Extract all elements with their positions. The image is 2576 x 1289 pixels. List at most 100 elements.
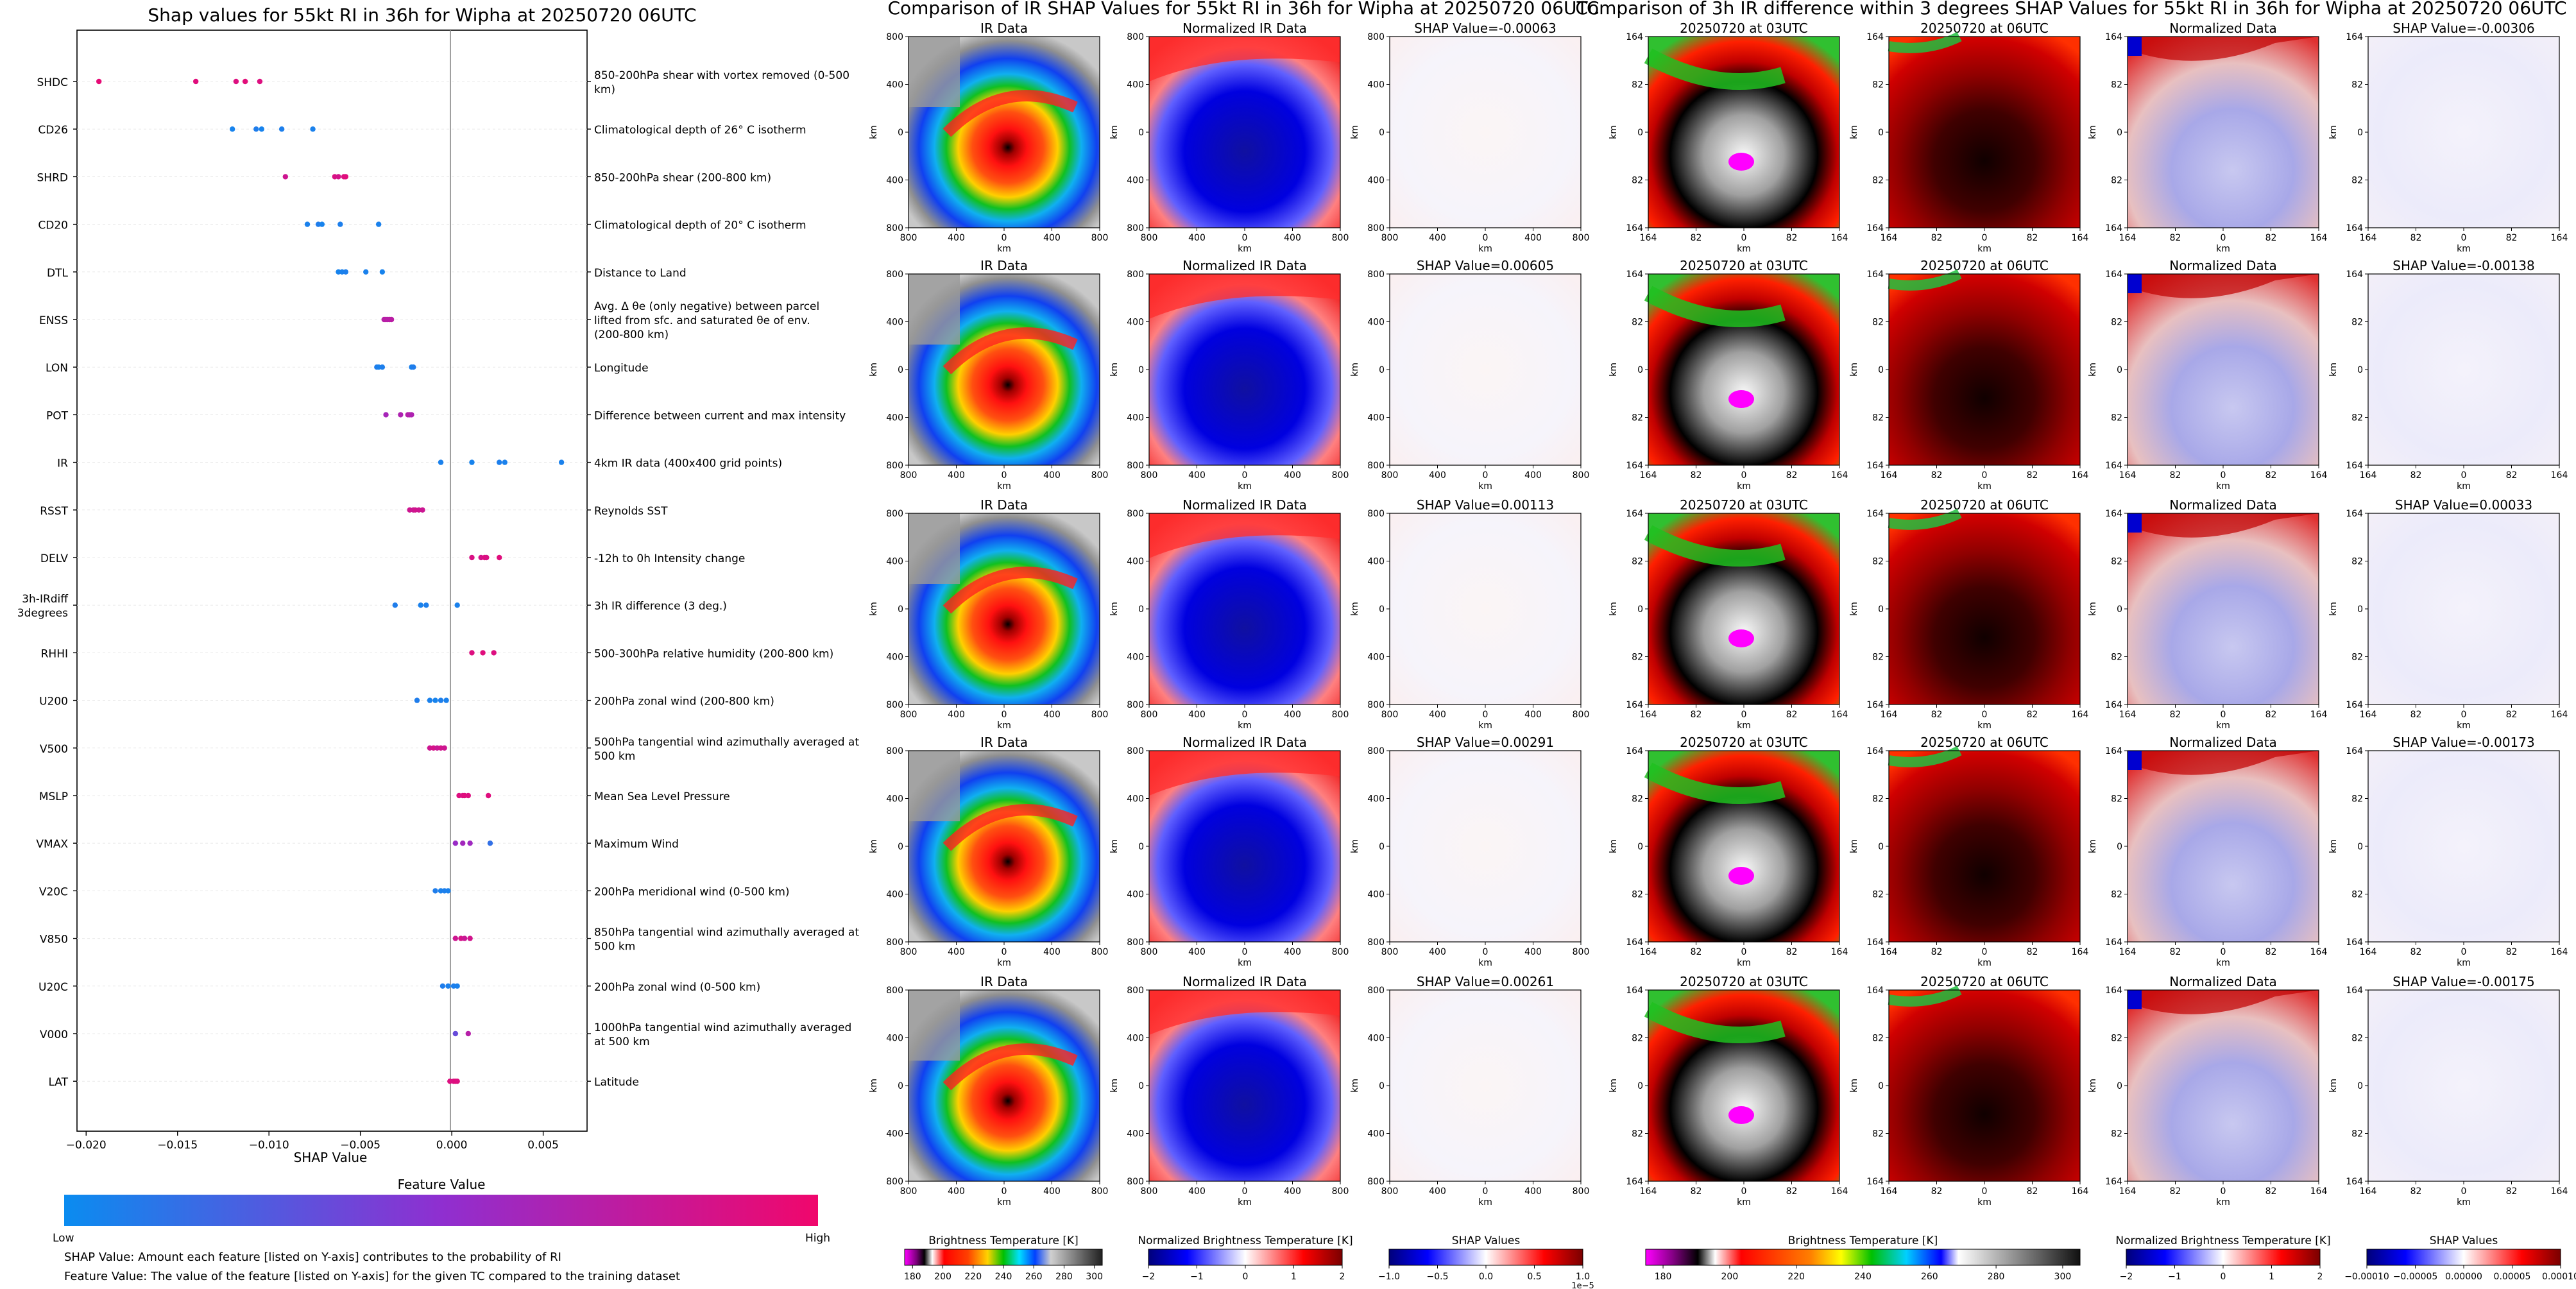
eye-marker xyxy=(1728,153,1754,171)
map-y-axis-label: km xyxy=(1608,839,1619,853)
green-band xyxy=(1644,762,1786,804)
map-y-tick-label: 800 xyxy=(886,32,903,42)
diff-map-panel: 20250720 at 03UTC1641648282008282164164k… xyxy=(1608,258,1848,491)
map-y-tick-label: 400 xyxy=(886,1129,903,1140)
map-x-tick-label: 400 xyxy=(1188,233,1206,243)
map-y-tick-label: 0 xyxy=(2357,604,2363,615)
ir-06utc-image xyxy=(1889,37,2080,228)
map-y-axis-label: km xyxy=(1849,125,1859,139)
map-y-tick-label: 400 xyxy=(1367,176,1385,186)
map-title: 20250720 at 03UTC xyxy=(1680,21,1808,36)
map-y-tick-label: 0 xyxy=(1379,604,1385,615)
map-x-tick-label: 400 xyxy=(1043,233,1061,243)
map-x-tick-label: 400 xyxy=(1284,233,1301,243)
map-y-axis-label: km xyxy=(2088,363,2098,377)
map-y-tick-label: 82 xyxy=(1872,1034,1884,1044)
map-y-tick-label: 82 xyxy=(2351,794,2363,805)
map-x-axis-label: km xyxy=(2457,244,2471,254)
map-x-tick-label: 164 xyxy=(2119,710,2137,720)
shap-value-title: SHAP Value=-0.00175 xyxy=(2393,974,2534,989)
map-x-tick-label: 164 xyxy=(2119,470,2137,481)
map-y-tick-label: 0 xyxy=(2117,842,2122,852)
colorbar-strip xyxy=(1148,1249,1343,1266)
map-y-tick-label: 400 xyxy=(1367,890,1385,900)
rainband xyxy=(943,1043,1078,1091)
map-x-tick-label: 0 xyxy=(1483,947,1488,957)
ir-map-panel: Normalized IR Data8008004004000040040080… xyxy=(1109,974,1349,1208)
map-x-axis-label: km xyxy=(1238,244,1252,254)
map-x-tick-label: 800 xyxy=(1381,233,1399,243)
map-y-axis-label: km xyxy=(1350,363,1360,377)
colorbar-tick-label: 0.00000 xyxy=(2445,1272,2482,1282)
diff-map-panel: Normalized Data1641648282008282164164kmk… xyxy=(2088,735,2327,968)
map-x-tick-label: 800 xyxy=(1573,710,1590,720)
map-x-tick-label: 0 xyxy=(1002,470,1007,481)
map-x-tick-label: 400 xyxy=(1429,233,1446,243)
map-x-tick-label: 800 xyxy=(900,233,917,243)
map-y-tick-label: 400 xyxy=(1127,1129,1144,1140)
map-x-tick-label: 0 xyxy=(2221,233,2226,243)
map-title: IR Data xyxy=(980,974,1028,989)
ir-map-panel: Normalized IR Data8008004004000040040080… xyxy=(1109,21,1349,254)
map-x-tick-label: 164 xyxy=(2310,470,2328,481)
feature-code-label: RSST xyxy=(40,505,68,518)
shap-point xyxy=(461,935,468,941)
map-x-axis-label: km xyxy=(997,244,1011,254)
warm-region xyxy=(2128,513,2319,538)
map-x-tick-label: 164 xyxy=(2072,233,2089,243)
shap-plot-frame xyxy=(76,30,588,1132)
map-y-tick-label: 800 xyxy=(1127,223,1144,234)
map-y-tick-label: 0 xyxy=(898,1081,903,1091)
diff-map-panel: 20250720 at 06UTC1641648282008282164164k… xyxy=(1849,735,2088,968)
map-y-tick-label: 400 xyxy=(1367,1034,1385,1044)
map-y-tick-label: 0 xyxy=(1637,128,1643,138)
shap-point xyxy=(469,459,475,465)
feature-description-label: 500hPa tangential wind azimuthally avera… xyxy=(594,736,859,749)
warm-region xyxy=(1149,274,1340,319)
feature-code-label: V20C xyxy=(39,885,68,898)
map-x-axis-label: km xyxy=(1238,1197,1252,1208)
feature-code-label: RHHI xyxy=(41,647,68,660)
diff-map-panel: 20250720 at 03UTC1641648282008282164164k… xyxy=(1608,735,1848,968)
map-y-tick-label: 800 xyxy=(1367,937,1385,948)
map-y-tick-label: 164 xyxy=(1866,269,1884,280)
warm-region xyxy=(1149,751,1340,796)
map-y-tick-label: 400 xyxy=(1127,794,1144,805)
feature-description-label: 200hPa meridional wind (0-500 km) xyxy=(594,885,790,898)
map-y-tick-label: 800 xyxy=(1367,746,1385,756)
bottom-colorbars: Brightness Temperature [K]180 200 220 240 26… xyxy=(904,1234,2576,1289)
map-x-tick-label: 800 xyxy=(1141,947,1158,957)
map-title: Normalized IR Data xyxy=(1182,258,1307,273)
shap-point xyxy=(497,459,502,465)
map-x-tick-label: 400 xyxy=(948,947,965,957)
map-y-tick-label: 800 xyxy=(1127,937,1144,948)
shap-point xyxy=(439,983,446,989)
map-x-tick-label: 800 xyxy=(1091,470,1109,481)
map-title: Normalized IR Data xyxy=(1182,974,1307,989)
shap-point xyxy=(497,554,502,561)
diff-normalized-colorbar: Normalized Brightness Temperature [K] −2 −… xyxy=(2115,1234,2330,1282)
diff-map-panel: 20250720 at 03UTC1641648282008282164164k… xyxy=(1608,497,1848,731)
map-title: Normalized Data xyxy=(2169,497,2277,513)
map-x-tick-label: 82 xyxy=(1931,710,1943,720)
map-y-tick-label: 164 xyxy=(2346,937,2363,948)
map-title: Normalized IR Data xyxy=(1182,21,1307,36)
map-x-tick-label: 800 xyxy=(1573,233,1590,243)
eye-marker xyxy=(1728,629,1754,647)
cloud-free-region xyxy=(908,751,960,821)
map-title: IR Data xyxy=(980,21,1028,36)
feature-code-label: V000 xyxy=(40,1029,68,1041)
map-title: 20250720 at 03UTC xyxy=(1680,974,1808,989)
map-x-tick-label: 82 xyxy=(1786,710,1798,720)
map-y-tick-label: 164 xyxy=(2346,700,2363,710)
map-y-tick-label: 164 xyxy=(1866,223,1884,234)
map-grid: IR Data 800 800 400 400 0 0 400 400 800 800 km km Nor… xyxy=(869,21,2568,1208)
map-x-tick-label: 0 xyxy=(2461,1186,2467,1197)
map-x-tick-label: 164 xyxy=(2360,947,2377,957)
map-y-tick-label: 0 xyxy=(2117,1081,2122,1091)
map-y-tick-label: 800 xyxy=(1367,269,1385,280)
map-title: IR Data xyxy=(980,735,1028,750)
map-y-tick-label: 164 xyxy=(1866,32,1884,42)
shap-point xyxy=(414,697,420,703)
shap-point xyxy=(253,126,259,132)
